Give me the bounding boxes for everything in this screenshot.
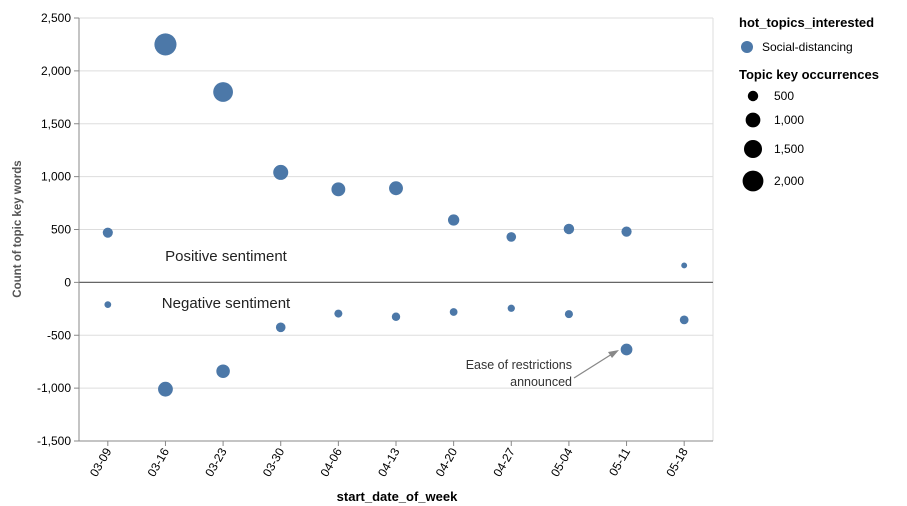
restrictions-annotation-line2: announced [510,375,572,389]
data-point-negative [391,312,401,321]
y-tick-label: 500 [51,223,71,237]
data-point-negative [507,304,515,312]
y-tick-label: -1,000 [37,381,71,395]
restrictions-arrow [573,350,619,379]
x-tick-label: 05-04 [548,445,576,479]
y-tick-label: 1,500 [41,117,71,131]
x-tick-label: 05-11 [606,445,633,478]
x-tick-label: 04-20 [433,445,461,479]
data-point-negative [334,309,343,318]
legend: hot_topics_interested Social-distancing … [739,15,879,192]
legend-size-label: 2,000 [774,174,804,188]
data-point-positive [681,262,688,269]
legend-size-label: 1,000 [774,113,804,127]
restrictions-annotation-line1: Ease of restrictions [466,358,572,372]
legend-color-title: hot_topics_interested [739,15,874,30]
legend-size-items: 500 1,000 1,500 2,000 [742,89,804,192]
data-point-positive [447,214,460,226]
data-point-positive [273,164,289,180]
x-tick-label: 04-13 [375,445,403,479]
legend-size-circle [747,90,759,102]
data-point-negative [104,301,112,308]
data-point-negative [216,364,230,378]
legend-color-item: Social-distancing [762,40,853,54]
legend-size-circle [745,112,761,128]
data-point-negative [564,310,573,319]
legend-size-label: 500 [774,89,794,103]
data-point-negative [449,308,458,316]
legend-size-circle [742,170,764,192]
data-point-positive [389,181,403,196]
x-tick-label: 05-18 [663,445,691,479]
x-tick-label: 04-06 [317,445,345,479]
legend-color-swatch [741,41,753,53]
data-point-negative [158,381,173,397]
data-point-positive [621,226,632,237]
data-point-positive [331,182,346,197]
x-tick-label: 03-16 [145,445,173,479]
x-tick-label: 03-09 [87,445,115,479]
positive-sentiment-label: Positive sentiment [165,248,288,265]
data-point-positive [102,227,113,238]
y-tick-label: -500 [47,328,71,342]
data-point-positive [563,223,575,235]
data-point-positive [506,232,517,242]
y-axis-title: Count of topic key words [12,160,24,297]
y-tick-label: 2,500 [41,11,71,25]
x-tick-label: 03-23 [202,445,230,479]
y-tick-label: 1,000 [41,170,71,184]
y-tick-label: 2,000 [41,64,71,78]
data-point-negative [275,322,286,333]
legend-size-circle [743,139,763,159]
y-tick-label: -1,500 [37,434,71,448]
grid-lines [79,17,714,442]
x-tick-label: 03-30 [260,445,288,479]
x-tick-label: 04-27 [490,445,518,479]
negative-sentiment-label: Negative sentiment [162,295,291,312]
legend-size-label: 1,500 [774,142,804,156]
data-point-negative [620,343,633,356]
axes: -1,500 -1,000 -500 0 500 1,000 1,500 2,000 2,500… [37,11,713,479]
data-point-positive [213,82,233,102]
data-point-positive [154,33,177,56]
x-axis-title: start_date_of_week [337,489,458,504]
legend-size-title: Topic key occurrences [739,67,879,82]
y-tick-label: 0 [64,275,71,289]
data-point-negative [679,315,689,325]
data-points [102,33,689,397]
